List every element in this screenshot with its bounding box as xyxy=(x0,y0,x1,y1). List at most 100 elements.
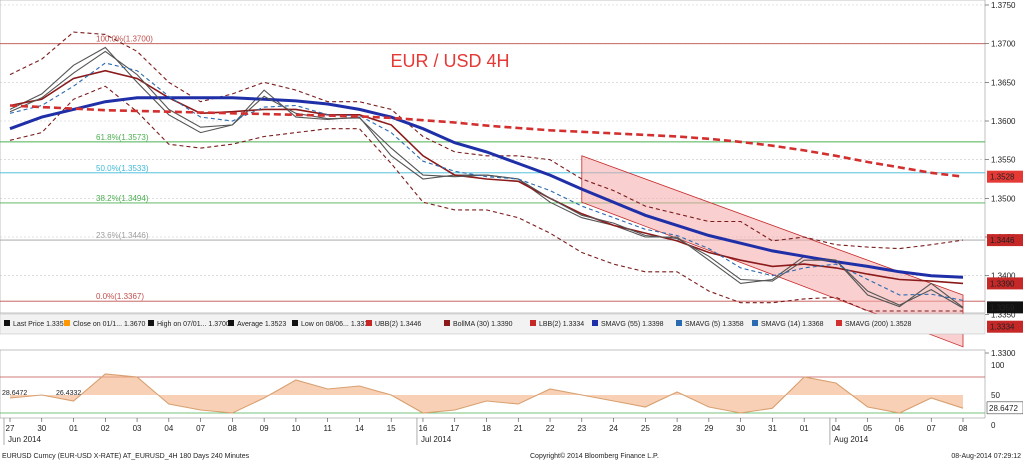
legend-entry: LBB(2) 1.3334 xyxy=(539,321,584,328)
x-tick-label: 15 xyxy=(387,424,396,433)
x-tick-label: 18 xyxy=(482,424,491,433)
x-tick-label: 21 xyxy=(514,424,523,433)
y-tick-label: 1.3500 xyxy=(991,194,1016,203)
x-tick-label: 01 xyxy=(800,424,809,433)
series-line-smavg-14 xyxy=(9,62,964,301)
y-tick-label: 1.3650 xyxy=(991,78,1016,87)
x-tick-label: 04 xyxy=(831,424,840,433)
y-tick-label: 1.3300 xyxy=(991,349,1016,358)
fib-label: 61.8%(1.3573) xyxy=(96,133,149,142)
x-month-label: Jul 2014 xyxy=(421,435,452,444)
x-tick-label: 24 xyxy=(609,424,618,433)
legend-entry: Low on 08/06... 1.3333 xyxy=(301,321,372,328)
fib-label: 100.0%(1.3700) xyxy=(96,35,153,44)
legend-swatch xyxy=(148,320,154,326)
price-tag-label: 1.3446 xyxy=(990,236,1015,245)
x-tick-label: 25 xyxy=(641,424,650,433)
legend-swatch xyxy=(64,320,70,326)
price-tag xyxy=(987,301,1023,314)
sub-left-label: 26.4332 xyxy=(56,390,81,397)
x-tick-label: 22 xyxy=(546,424,555,433)
fib-label: 0.0%(1.3367) xyxy=(96,292,144,301)
oscillator-area xyxy=(10,374,963,413)
x-tick-label: 08 xyxy=(959,424,968,433)
legend-swatch xyxy=(228,320,234,326)
legend-swatch xyxy=(530,320,536,326)
x-tick-label: 28 xyxy=(673,424,682,433)
x-tick-label: 16 xyxy=(419,424,428,433)
legend-swatch xyxy=(366,320,372,326)
price-tag-label: 1.3390 xyxy=(990,279,1015,288)
x-tick-label: 06 xyxy=(895,424,904,433)
legend-swatch xyxy=(444,320,450,326)
price-tag-label: 1.3334 xyxy=(990,323,1015,332)
legend-swatch xyxy=(4,320,10,326)
x-tick-label: 11 xyxy=(324,424,333,433)
y-tick-label: 1.3550 xyxy=(991,156,1016,165)
legend-entry: SMAVG (200) 1.3528 xyxy=(845,321,912,328)
legend-entry: Average 1.3523 xyxy=(237,321,286,328)
x-month-label: Aug 2014 xyxy=(834,435,869,444)
sub-value-tag xyxy=(986,401,1023,415)
price-tag xyxy=(987,234,1023,247)
sub-y-tick-label: 100 xyxy=(991,361,1005,370)
footer-right: 08-Aug-2014 07:29:12 xyxy=(951,453,1021,460)
x-tick-label: 27 xyxy=(6,424,15,433)
legend-entry: SMAVG (55) 1.3398 xyxy=(601,321,664,328)
x-tick-label: 08 xyxy=(228,424,237,433)
legend-entry: SMAVG (5) 1.3358 xyxy=(685,321,744,328)
price-tag-label: 1.3528 xyxy=(990,173,1015,182)
legend-swatch xyxy=(752,320,758,326)
legend-swatch xyxy=(836,320,842,326)
footer-left: EURUSD Curncy (EUR-USD X-RATE) AT_EURUSD… xyxy=(2,453,250,460)
sub-y-tick-label: 50 xyxy=(991,391,1000,400)
y-tick-label: 1.3400 xyxy=(991,272,1016,281)
series-line-lbb-2 xyxy=(9,85,963,312)
legend-entry: UBB(2) 1.3446 xyxy=(375,321,421,328)
x-tick-label: 05 xyxy=(863,424,872,433)
series-line-smavg-5 xyxy=(9,50,964,309)
x-month-label: Jun 2014 xyxy=(8,435,41,444)
price-tag xyxy=(987,320,1023,333)
y-tick-label: 1.3700 xyxy=(991,40,1016,49)
legend-bar xyxy=(0,313,986,335)
sub-value-tag-label: 28.6472 xyxy=(989,404,1018,413)
legend-entry: Last Price 1.3359 xyxy=(13,321,68,328)
price-tag xyxy=(987,170,1023,183)
sub-y-tick-label: 0 xyxy=(991,421,996,430)
x-tick-label: 04 xyxy=(164,424,173,433)
series-line-ubb-2 xyxy=(9,31,964,250)
legend-entry: Close on 01/1... 1.3670 xyxy=(73,321,145,328)
x-tick-label: 03 xyxy=(133,424,142,433)
price-tag xyxy=(987,277,1023,290)
y-tick-label: 1.3600 xyxy=(991,117,1016,126)
legend-entry: High on 07/01... 1.3700 xyxy=(157,321,230,328)
x-tick-label: 14 xyxy=(355,424,364,433)
x-tick-label: 01 xyxy=(69,424,78,433)
x-tick-label: 30 xyxy=(736,424,745,433)
fib-label: 23.6%(1.3446) xyxy=(96,231,149,240)
chart-title: EUR / USD 4H xyxy=(390,51,509,71)
oscillator-line xyxy=(9,373,964,414)
x-tick-label: 29 xyxy=(704,424,713,433)
footer-center: Copyright© 2014 Bloomberg Finance L.P. xyxy=(530,452,659,460)
price-tag-label: 1.3359 xyxy=(990,303,1015,312)
legend-entry: BollMA (30) 1.3390 xyxy=(453,321,513,328)
legend-swatch xyxy=(676,320,682,326)
x-tick-label: 10 xyxy=(291,424,300,433)
y-tick-label: 1.3750 xyxy=(991,1,1016,10)
legend-entry: SMAVG (14) 1.3368 xyxy=(761,321,824,328)
x-tick-label: 07 xyxy=(927,424,936,433)
series-line-smavg-200 xyxy=(9,104,964,178)
x-tick-label: 02 xyxy=(101,424,110,433)
legend-swatch xyxy=(592,320,598,326)
sub-left-label: 28.6472 xyxy=(2,390,27,397)
x-tick-label: 17 xyxy=(450,424,459,433)
fib-label: 38.2%(1.3494) xyxy=(96,194,149,203)
fib-label: 50.0%(1.3533) xyxy=(96,164,149,173)
y-tick-label: 1.3350 xyxy=(991,310,1016,319)
x-tick-label: 30 xyxy=(37,424,46,433)
x-tick-label: 07 xyxy=(196,424,205,433)
series-line-smavg-55 xyxy=(9,96,964,279)
